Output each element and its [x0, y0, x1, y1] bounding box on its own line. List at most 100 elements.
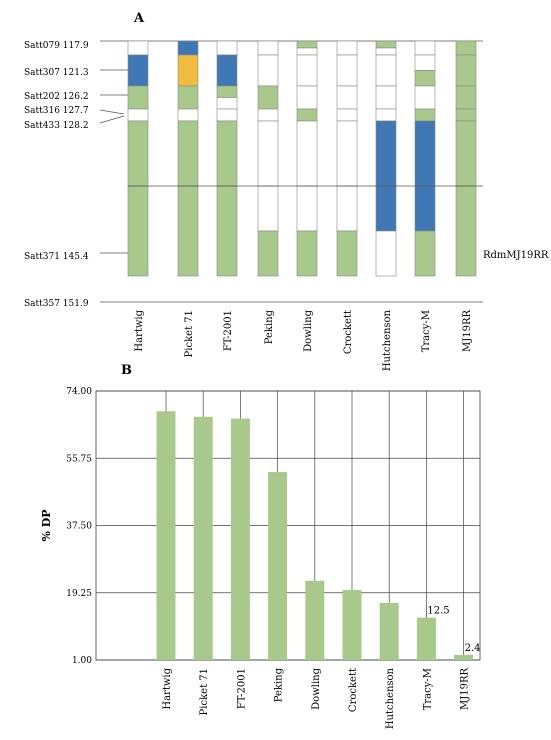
haplotype-segment: [455, 120, 477, 187]
x-tick-label-tracy-m: Tracy-M: [422, 668, 433, 710]
x-tick-label-hartwig: Hartwig: [162, 667, 173, 709]
haplotype-segment: [296, 54, 318, 87]
haplotype-segment: [216, 108, 238, 122]
haplotype-diagram: Satt079 117.9 Satt307 121.3 Satt202 126.2 S…: [24, 40, 549, 371]
haplotype-segment: [336, 108, 358, 122]
haplotype-segment: [257, 120, 279, 187]
haplotype-segment: [336, 54, 358, 87]
haplotype-segment: [296, 120, 318, 187]
haplotype-column-tracy-m: [414, 40, 436, 277]
bar-peking: [268, 472, 288, 660]
panel-a-label: A: [133, 11, 145, 26]
haplotype-column-ft-2001: [216, 40, 238, 277]
qtl-label: RdmMJ19RR: [483, 250, 549, 261]
haplotype-segment: [336, 40, 358, 56]
panel-b-label: B: [121, 363, 132, 378]
haplotype-column-dowling: [296, 40, 318, 277]
haplotype-segment: [127, 54, 149, 87]
haplotype-segment: [257, 108, 279, 122]
haplotype-segment: [296, 47, 318, 56]
bar-ft-2001: [230, 418, 250, 660]
plot-frame: [95, 390, 481, 661]
marker-tick-satt316: [99, 109, 125, 115]
haplotype-segment: [177, 85, 199, 110]
haplotype-segment: [216, 120, 238, 187]
haplotype-column-mj19rr: [455, 40, 477, 277]
data-label-mj19rr: 2.4: [465, 643, 481, 654]
line-label-mj19rr: MJ19RR: [462, 310, 473, 353]
haplotype-segment: [375, 230, 397, 277]
x-tick-label-peking: Peking: [274, 667, 285, 702]
haplotype-segment: [296, 230, 318, 277]
haplotype-segment: [257, 40, 279, 56]
haplotype-segment: [414, 40, 436, 56]
haplotype-segment: [216, 97, 238, 110]
haplotype-segment: [414, 85, 436, 110]
x-tick-label-picket-71: Picket 71: [199, 668, 210, 715]
line-label-dowling: Dowling: [303, 309, 314, 351]
haplotype-segment: [455, 85, 477, 110]
bar-tracy-m: [416, 617, 436, 660]
haplotype-segment: [414, 230, 436, 277]
haplotype-segment: [455, 185, 477, 277]
marker-label-satt433: Satt433 128.2: [24, 121, 89, 131]
haplotype-segment: [336, 120, 358, 187]
haplotype-segment: [216, 40, 238, 56]
x-tick-label-mj19rr: MJ19RR: [460, 668, 471, 711]
haplotype-segment: [257, 54, 279, 87]
haplotype-segment: [414, 185, 436, 232]
haplotype-segment: [257, 85, 279, 110]
haplotype-segment: [455, 40, 477, 56]
line-label-crockett: Crockett: [343, 310, 354, 354]
y-axis-label: % DP: [40, 509, 53, 541]
marker-label-satt307: Satt307 121.3: [24, 68, 89, 78]
marker-tick-satt433: [99, 115, 125, 124]
haplotype-column-crockett: [336, 40, 358, 277]
x-tick-label-dowling: Dowling: [311, 667, 322, 709]
haplotype-segment: [375, 54, 397, 87]
haplotype-segment: [257, 230, 279, 277]
y-tick-label: 74.00: [66, 387, 92, 397]
data-label-tracy-m: 12.5: [427, 606, 449, 617]
marker-label-satt316: Satt316 127.7: [24, 106, 89, 116]
haplotype-column-hutchenson: [375, 40, 397, 277]
haplotype-segment: [127, 108, 149, 122]
marker-label-satt357: Satt357 151.9: [24, 299, 89, 309]
marker-label-satt202: Satt202 126.2: [24, 92, 89, 102]
bar-picket-71: [193, 416, 213, 660]
bar-hartwig: [156, 411, 176, 660]
bar-hutchenson: [379, 602, 399, 660]
haplotype-segment: [336, 230, 358, 277]
line-label-tracy-m: Tracy-M: [421, 310, 432, 352]
haplotype-segment: [414, 120, 436, 187]
bar-dowling: [305, 580, 325, 660]
haplotype-column-peking: [257, 40, 279, 277]
y-tick-label: 1.00: [72, 656, 92, 666]
haplotype-segment: [336, 185, 358, 232]
haplotype-segment: [216, 54, 238, 87]
haplotype-segment: [375, 185, 397, 232]
haplotype-segment: [375, 47, 397, 56]
y-tick-label: 19.25: [66, 589, 92, 599]
haplotype-segment: [127, 85, 149, 110]
x-tick-label-hutchenson: Hutchenson: [385, 667, 396, 729]
line-label-peking: Peking: [264, 309, 275, 344]
haplotype-column-hartwig: [127, 40, 149, 277]
line-label-hutchenson: Hutchenson: [382, 309, 393, 371]
haplotype-segment: [455, 108, 477, 122]
haplotype-segment: [296, 85, 318, 110]
bar-crockett: [342, 589, 362, 660]
x-tick-label-crockett: Crockett: [348, 668, 359, 712]
haplotype-segment: [455, 54, 477, 87]
y-tick-label: 55.75: [66, 454, 92, 464]
x-tick-label-ft-2001: FT-2001: [236, 668, 247, 709]
haplotype-column-picket-71: [177, 40, 199, 277]
haplotype-segment: [216, 85, 238, 98]
haplotype-segment: [375, 120, 397, 187]
haplotype-segment: [375, 40, 397, 49]
marker-label-satt079: Satt079 117.9: [24, 41, 89, 51]
dp-bar-chart: 1.00 19.25 37.50 55.75 74.00 Hartwig Picket 71…: [40, 387, 481, 729]
haplotype-segment: [375, 108, 397, 122]
haplotype-segment: [127, 120, 149, 187]
bar-mj19rr: [454, 654, 474, 660]
